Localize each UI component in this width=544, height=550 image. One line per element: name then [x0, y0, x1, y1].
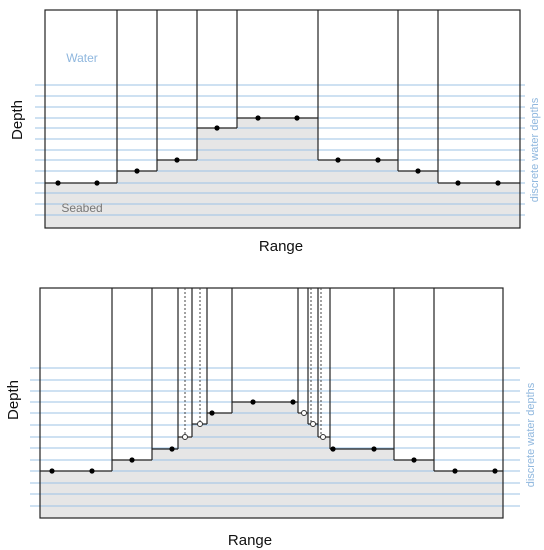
depth-point [49, 468, 55, 474]
depth-point [209, 410, 215, 416]
depth-point [371, 446, 377, 452]
depth-point [255, 115, 261, 121]
depth-point [214, 125, 220, 131]
depth-point [495, 180, 501, 186]
depth-point [129, 457, 135, 463]
x-axis-label: Range [259, 238, 303, 255]
seabed [237, 118, 318, 228]
depth-point [94, 180, 100, 186]
depth-point [335, 157, 341, 163]
seabed [157, 160, 197, 228]
interp-point [197, 421, 203, 427]
interp-point [182, 434, 188, 440]
depth-point [294, 115, 300, 121]
side-label: discrete water depths [529, 97, 541, 202]
frame [39, 287, 504, 519]
depth-point [169, 446, 175, 452]
seabed [438, 183, 520, 228]
seabed [45, 183, 117, 228]
depth-point [55, 180, 61, 186]
depth-point [411, 457, 417, 463]
depth-point [89, 468, 95, 474]
seabed [298, 413, 308, 518]
x-axis-label: Range [228, 532, 272, 549]
seabed [394, 460, 434, 518]
depth-point [455, 180, 461, 186]
depth-point [415, 168, 421, 174]
water-label: Water [66, 51, 98, 65]
side-label: discrete water depths [525, 382, 537, 487]
seabed [318, 437, 330, 518]
frame [44, 9, 521, 229]
seabed [117, 171, 157, 228]
seabed [197, 128, 237, 228]
interp-point [320, 434, 326, 440]
seabed-label: Seabed [61, 201, 102, 215]
seabed [178, 437, 192, 518]
interp-point [310, 421, 316, 427]
depth-point [375, 157, 381, 163]
depth-point [452, 468, 458, 474]
depth-point [492, 468, 498, 474]
seabed [398, 171, 438, 228]
y-axis-label: Depth [9, 100, 26, 140]
shapes [30, 9, 525, 519]
seabed [318, 160, 398, 228]
y-axis-label: Depth [5, 380, 22, 420]
depth-point [134, 168, 140, 174]
seabed [112, 460, 152, 518]
interp-point [301, 410, 307, 416]
depth-point [174, 157, 180, 163]
seabed [207, 413, 232, 518]
depth-point [290, 399, 296, 405]
depth-point [330, 446, 336, 452]
depth-point [250, 399, 256, 405]
